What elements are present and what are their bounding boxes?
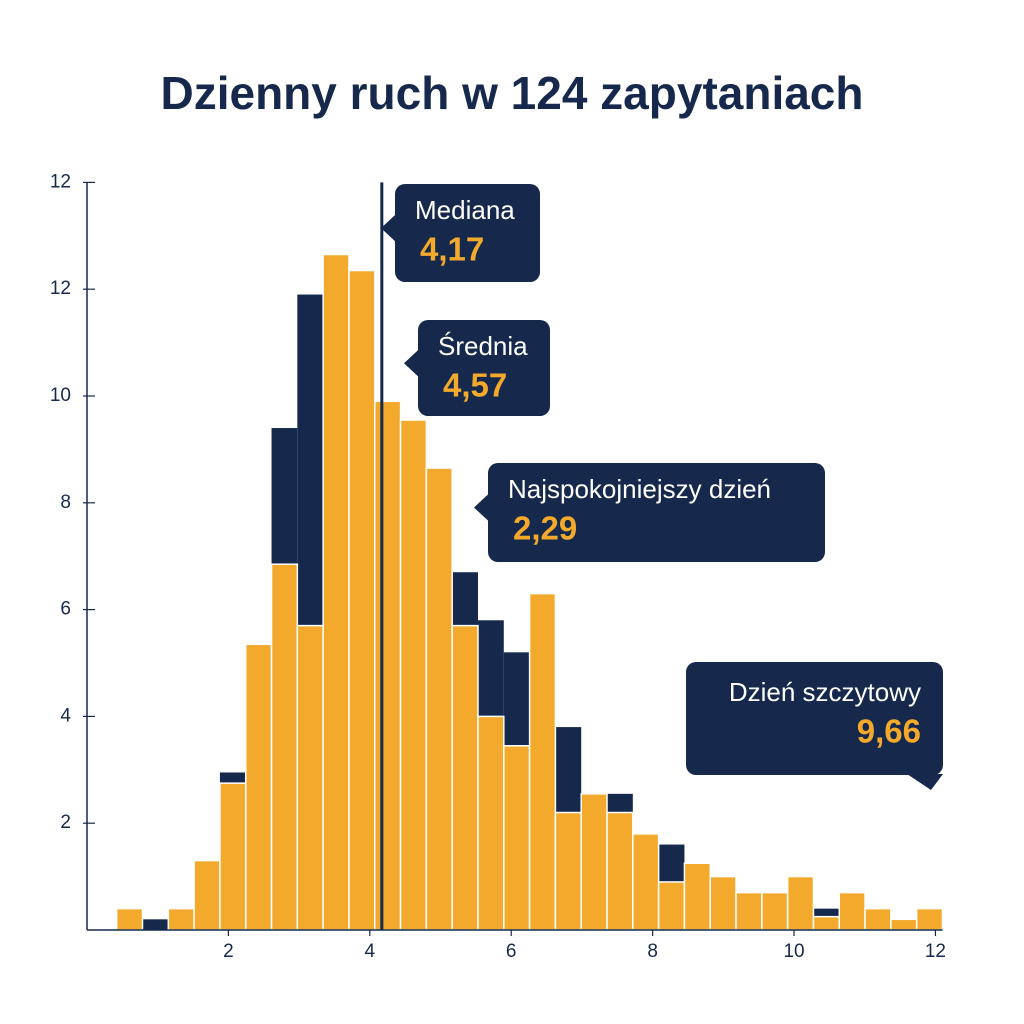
bar bbox=[296, 624, 324, 931]
annotation-box bbox=[686, 662, 943, 775]
bar bbox=[709, 875, 737, 931]
annotation-label: Najspokojniejszy dzień bbox=[508, 474, 771, 504]
bar bbox=[477, 715, 505, 931]
x-tick-label: 4 bbox=[365, 941, 376, 962]
bar bbox=[761, 891, 789, 931]
annotation-pointer bbox=[907, 774, 943, 790]
annotation-label: Dzień szczytowy bbox=[729, 677, 921, 707]
bar bbox=[244, 643, 273, 931]
bar bbox=[812, 915, 841, 931]
bar bbox=[503, 745, 531, 931]
bar bbox=[193, 859, 221, 931]
chart-title: Dzienny ruch w 124 zapytaniach bbox=[160, 67, 863, 119]
bar bbox=[425, 467, 453, 931]
x-tick-label: 6 bbox=[506, 941, 517, 962]
bar bbox=[270, 563, 299, 931]
bar bbox=[838, 891, 866, 931]
annotation-label: Mediana bbox=[415, 195, 515, 225]
bar bbox=[606, 811, 634, 931]
x-tick-label: 12 bbox=[925, 941, 946, 962]
annotation-value: 2,29 bbox=[513, 510, 577, 547]
bar bbox=[580, 793, 608, 931]
y-tick-label: 8 bbox=[60, 492, 71, 513]
y-tick-label: 4 bbox=[60, 705, 71, 726]
bar bbox=[915, 907, 944, 931]
x-tick-label: 8 bbox=[647, 941, 658, 962]
annotation-box bbox=[488, 463, 825, 562]
x-tick-label: 2 bbox=[223, 941, 234, 962]
bar bbox=[374, 400, 402, 931]
annotation-value: 4,17 bbox=[420, 231, 484, 268]
bar bbox=[528, 592, 557, 931]
annotation-pointer bbox=[381, 214, 396, 243]
bar bbox=[735, 891, 763, 931]
annotation-label: Średnia bbox=[438, 331, 528, 361]
bar bbox=[657, 881, 686, 931]
annotation-pointer bbox=[404, 349, 419, 378]
bar bbox=[322, 253, 350, 931]
y-tick-label: 6 bbox=[60, 599, 71, 620]
bar bbox=[632, 833, 660, 931]
x-tick-label: 10 bbox=[783, 941, 804, 962]
bar bbox=[115, 907, 144, 931]
annotation-value: 9,66 bbox=[857, 713, 921, 750]
bar bbox=[219, 782, 247, 931]
annotation-pointer bbox=[474, 493, 489, 522]
bar bbox=[890, 918, 918, 931]
bar bbox=[399, 419, 428, 931]
bar bbox=[786, 875, 815, 931]
bar bbox=[451, 624, 479, 931]
bar bbox=[554, 811, 582, 931]
y-tick-label: 2 bbox=[60, 812, 71, 833]
bar bbox=[142, 919, 169, 930]
y-tick-label: 12 bbox=[50, 278, 71, 299]
annotation-box bbox=[395, 184, 540, 282]
y-tick-label: 10 bbox=[50, 385, 71, 406]
annotation-box bbox=[418, 320, 550, 416]
bar bbox=[348, 269, 376, 931]
annotation-value: 4,57 bbox=[443, 367, 507, 404]
bar bbox=[167, 907, 195, 931]
y-tick-label: 12 bbox=[50, 171, 71, 192]
bar bbox=[864, 907, 892, 931]
bar bbox=[683, 862, 711, 931]
